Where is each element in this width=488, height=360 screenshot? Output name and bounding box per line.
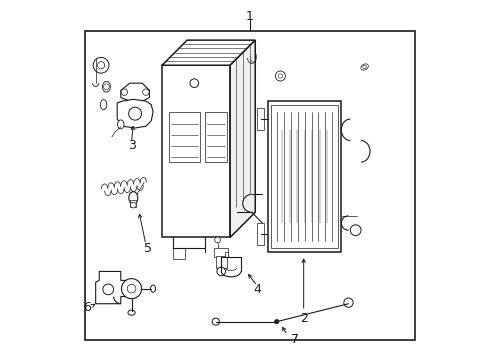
Text: 3: 3 (127, 139, 135, 152)
Circle shape (274, 319, 278, 324)
Polygon shape (96, 271, 128, 304)
Circle shape (103, 84, 109, 90)
Text: 5: 5 (143, 242, 151, 255)
Circle shape (97, 62, 104, 69)
Polygon shape (230, 40, 255, 237)
Bar (85, 31, 414, 339)
Circle shape (190, 79, 198, 87)
Text: 2: 2 (299, 311, 307, 325)
Ellipse shape (117, 120, 124, 129)
Ellipse shape (150, 285, 155, 292)
Circle shape (93, 57, 109, 73)
Circle shape (102, 284, 113, 295)
Polygon shape (162, 40, 255, 65)
Bar (204, 112, 226, 162)
Bar (172, 248, 185, 259)
Circle shape (142, 89, 149, 95)
Ellipse shape (100, 100, 106, 110)
Polygon shape (121, 83, 149, 101)
Polygon shape (117, 99, 153, 128)
Circle shape (127, 284, 136, 293)
Ellipse shape (102, 81, 110, 92)
Circle shape (343, 298, 352, 307)
Circle shape (349, 225, 360, 235)
Bar (257, 223, 264, 244)
Bar (169, 112, 199, 162)
Bar (257, 108, 264, 130)
Ellipse shape (128, 310, 135, 315)
Text: 6: 6 (82, 301, 90, 314)
Bar (214, 248, 228, 257)
Text: 7: 7 (290, 333, 298, 346)
Circle shape (212, 318, 219, 325)
Bar (224, 252, 227, 257)
Ellipse shape (214, 237, 220, 243)
Bar (130, 201, 136, 207)
Bar (267, 101, 341, 252)
Circle shape (278, 74, 282, 78)
Circle shape (128, 107, 142, 120)
Circle shape (275, 71, 285, 81)
Circle shape (121, 89, 127, 95)
Ellipse shape (360, 64, 367, 70)
Bar (271, 105, 337, 248)
Bar (215, 256, 226, 268)
Circle shape (121, 279, 142, 299)
Ellipse shape (128, 192, 138, 204)
Bar (162, 65, 230, 237)
Circle shape (362, 65, 366, 69)
Text: 4: 4 (253, 283, 261, 296)
Circle shape (217, 267, 225, 276)
Text: 1: 1 (245, 10, 253, 23)
Circle shape (130, 202, 136, 208)
